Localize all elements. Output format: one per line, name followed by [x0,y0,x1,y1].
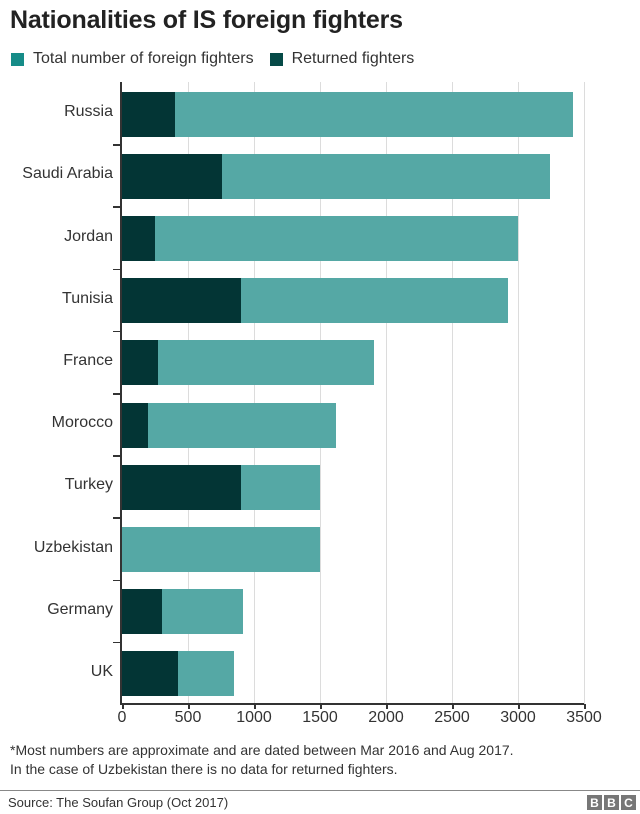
bar-returned [122,402,149,448]
gridline [584,82,585,704]
y-tick [113,330,121,333]
x-tick [518,704,520,709]
x-tick-label: 1500 [302,709,338,726]
x-tick [386,704,388,709]
gridline [386,82,387,704]
footer-divider [0,790,640,791]
legend-swatch-total [11,52,24,66]
y-axis-line [120,82,122,704]
bar-returned [122,153,223,199]
bar-returned [122,589,162,635]
legend-label-total: Total number of foreign fighters [33,50,254,67]
y-tick [113,268,121,271]
x-tick-label: 2000 [368,709,404,726]
legend: Total number of foreign fighters Returne… [11,50,430,68]
y-category-label: Germany [47,600,113,618]
y-tick [113,393,121,395]
y-category-label: Saudi Arabia [22,165,113,183]
x-tick [320,704,322,709]
bbc-logo-letter: B [604,795,619,810]
x-tick [188,704,190,709]
footnote-line-2: In the case of Uzbekistan there is no da… [10,761,398,777]
x-tick-label: 3000 [500,709,536,726]
bar-returned [122,651,179,697]
bar-total [122,91,574,137]
gridline [518,82,519,704]
footnote: *Most numbers are approximate and are da… [10,741,514,779]
x-axis-line [120,703,584,705]
y-category-label: Jordan [64,227,113,245]
bar-returned [122,91,175,137]
chart-title: Nationalities of IS foreign fighters [10,6,403,34]
gridline [254,82,255,704]
x-tick-label: 3500 [566,709,602,726]
bar-total [122,402,337,448]
bar-total [122,340,375,386]
y-tick [113,206,121,208]
legend-swatch-returned [269,52,283,66]
bar-returned [122,340,158,386]
bar-total [122,216,518,261]
y-tick [113,641,121,644]
y-category-label: UK [90,662,113,680]
x-tick [122,704,124,709]
bar-returned [122,216,155,261]
y-category-label: France [63,351,113,369]
y-tick [113,579,121,582]
gridline [452,82,453,704]
bbc-logo-letter: B [587,795,602,810]
gridline [320,82,321,704]
y-category-label: Morocco [51,414,113,432]
x-tick [452,704,454,709]
source-text: Source: The Soufan Group (Oct 2017) [8,795,229,810]
y-category-label: Uzbekistan [33,538,113,556]
y-category-label: Tunisia [62,289,113,307]
legend-item-total: Total number of foreign fighters [11,50,254,68]
footnote-line-1: *Most numbers are approximate and are da… [10,742,514,758]
y-tick [113,144,121,146]
x-tick [584,704,586,709]
bbc-logo-letter: C [621,795,636,810]
x-tick-label: 500 [174,709,202,726]
bar-returned [122,278,241,324]
legend-item-returned: Returned fighters [269,50,415,68]
x-tick-label: 2500 [434,709,470,726]
y-tick [113,517,121,519]
x-tick-label: 0 [117,709,127,726]
bar-total [122,527,320,572]
bbc-logo: B B C [587,795,636,810]
bar-returned [122,464,241,510]
legend-label-returned: Returned fighters [291,50,415,67]
x-tick [254,704,256,709]
y-category-label: Turkey [64,476,113,494]
plot-area [113,82,586,709]
y-tick [113,455,121,457]
gridline [188,82,189,704]
x-tick-label: 1000 [236,709,272,726]
y-category-label: Russia [64,103,113,121]
